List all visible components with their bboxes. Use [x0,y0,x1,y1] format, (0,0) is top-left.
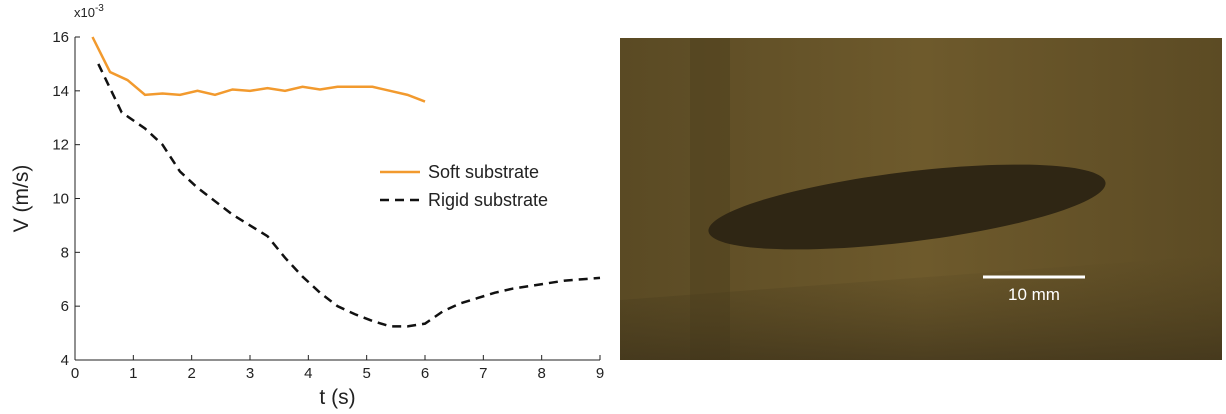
y-tick-label: 4 [61,352,69,369]
y-multiplier-exponent: -3 [95,3,104,14]
x-tick-label: 3 [246,365,254,382]
photo-floor [620,255,1222,360]
y-tick-label: 6 [61,298,69,315]
legend-label: Rigid substrate [428,190,548,210]
y-tick-label: 12 [52,137,69,154]
y-tick-label: 10 [52,191,69,208]
x-tick-label: 5 [362,365,370,382]
y-tick-label: 16 [52,29,69,46]
y-tick-label: 14 [52,83,69,100]
x-tick-label: 9 [596,365,604,382]
x-tick-label: 7 [479,365,487,382]
x-tick-label: 4 [304,365,312,382]
y-multiplier: x10-3 [74,3,104,20]
y-tick-label: 8 [61,244,69,261]
droplet [708,164,1106,250]
x-axis-label: t (s) [319,386,355,409]
y-axis-label: V (m/s) [10,165,33,233]
scale-bar-label: 10 mm [1008,285,1060,304]
x-tick-label: 8 [537,365,545,382]
data-line [97,63,601,328]
x-tick-label: 2 [187,365,195,382]
x-tick-label: 6 [421,365,429,382]
photo: 10 mm [620,38,1222,360]
legend-label: Soft substrate [428,162,539,182]
x-tick-label: 0 [71,365,79,382]
x-tick-label: 1 [129,365,137,382]
y-multiplier-base: x10 [74,5,95,20]
data-line [91,36,426,103]
